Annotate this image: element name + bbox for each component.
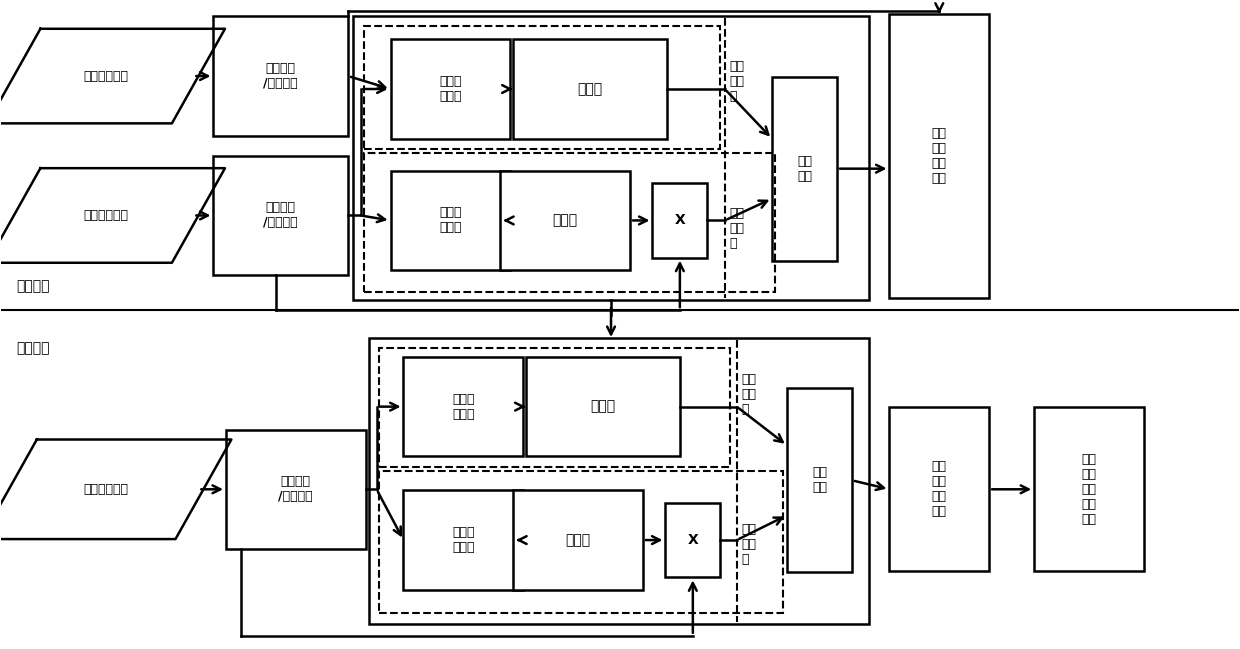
Text: 时频
掩蔽
路: 时频 掩蔽 路: [730, 207, 745, 250]
Bar: [889, 407, 990, 571]
Text: 深度学
习模型: 深度学 习模型: [439, 206, 461, 234]
Bar: [391, 39, 510, 139]
Bar: [213, 156, 348, 275]
Text: 深度学
习模型: 深度学 习模型: [453, 526, 475, 554]
Text: 深度学
习模型: 深度学 习模型: [439, 75, 461, 103]
Bar: [213, 16, 348, 136]
Bar: [226, 430, 366, 549]
Bar: [1034, 407, 1143, 571]
Bar: [513, 490, 644, 590]
Bar: [773, 77, 837, 261]
Bar: [652, 183, 707, 258]
Text: 训练阶段: 训练阶段: [16, 279, 50, 293]
Bar: [352, 16, 869, 300]
Text: 目标
映射
路: 目标 映射 路: [730, 60, 745, 103]
Bar: [526, 357, 681, 456]
Text: 映射层: 映射层: [590, 400, 615, 413]
Text: 目标
信号
数据
波形
重构: 目标 信号 数据 波形 重构: [1081, 453, 1096, 526]
Text: 时频
掩蔽
路: 时频 掩蔽 路: [742, 522, 756, 565]
Text: 混合信号数据: 混合信号数据: [83, 483, 129, 496]
Bar: [513, 39, 667, 139]
Text: X: X: [675, 214, 686, 227]
Text: 目标
映射
路: 目标 映射 路: [742, 373, 756, 416]
Text: 目标
信号
数据
特征: 目标 信号 数据 特征: [931, 127, 947, 185]
Text: X: X: [687, 533, 698, 547]
Text: 分离阶段: 分离阶段: [16, 341, 50, 355]
Bar: [787, 388, 852, 572]
Text: 掩蔽层: 掩蔽层: [565, 533, 590, 547]
Bar: [889, 14, 990, 298]
Bar: [391, 171, 510, 270]
Text: 特征提取
/数据处理: 特征提取 /数据处理: [263, 201, 298, 230]
Polygon shape: [0, 168, 224, 263]
Bar: [363, 26, 719, 149]
Text: 目标
信号
数据
特征: 目标 信号 数据 特征: [931, 460, 947, 519]
Bar: [378, 348, 730, 467]
Text: 纯净信号数据: 纯净信号数据: [83, 69, 129, 82]
Bar: [368, 338, 869, 624]
Text: 全连
接层: 全连 接层: [812, 467, 827, 495]
Bar: [363, 153, 775, 292]
Text: 特征提取
/数据处理: 特征提取 /数据处理: [263, 62, 298, 90]
Text: 全连
接层: 全连 接层: [797, 154, 812, 182]
Text: 掩蔽层: 掩蔽层: [553, 214, 578, 227]
Polygon shape: [0, 29, 224, 123]
Bar: [666, 503, 720, 578]
Polygon shape: [0, 439, 232, 539]
Bar: [378, 471, 782, 613]
Bar: [403, 490, 523, 590]
Text: 映射层: 映射层: [578, 82, 603, 96]
Bar: [403, 357, 523, 456]
Text: 特征提取
/数据处理: 特征提取 /数据处理: [279, 475, 312, 503]
Text: 深度学
习模型: 深度学 习模型: [453, 393, 475, 421]
Text: 混合信号数据: 混合信号数据: [83, 209, 129, 222]
Bar: [500, 171, 630, 270]
